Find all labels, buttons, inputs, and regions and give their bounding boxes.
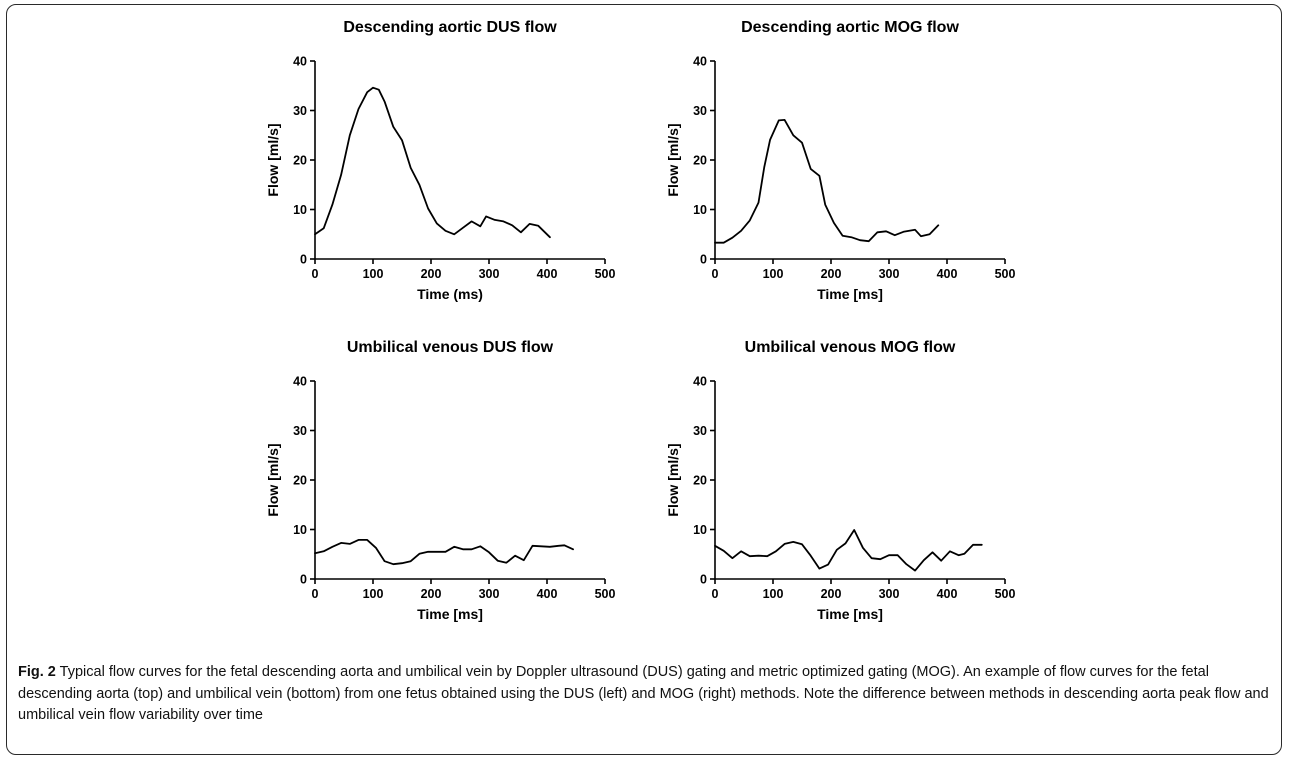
umbilical-mog-xtick-label: 100 [763,587,784,601]
umbilical-mog-ytick-label: 10 [693,523,707,537]
umbilical-mog-ytick-label: 0 [700,573,707,587]
umbilical-mog-xtick-label: 0 [712,587,719,601]
caption-label: Fig. 2 [18,664,56,680]
figure-caption: Fig. 2 Typical flow curves for the fetal… [18,662,1270,727]
umbilical-dus-series-line [315,540,573,564]
umbilical-dus-ytick-label: 30 [293,424,307,438]
aortic-mog-ytick-label: 10 [693,203,707,217]
caption-text: Typical flow curves for the fetal descen… [18,664,1269,723]
aortic-mog-series-line [715,120,938,243]
umbilical-dus-ytick-label: 20 [293,474,307,488]
aortic-mog-ytick-label: 40 [693,55,707,69]
umbilical-dus-xtick-label: 200 [421,587,442,601]
chart-aortic-mog: Descending aortic MOG flow 0 10 20 30 40 0 100 2… [640,10,1040,310]
aortic-dus-title: Descending aortic DUS flow [343,19,557,36]
umbilical-mog-ytick-label: 40 [693,375,707,389]
umbilical-dus-xtick-label: 100 [363,587,384,601]
umbilical-dus-title: Umbilical venous DUS flow [347,339,554,356]
aortic-dus-xtick-label: 400 [537,267,558,281]
umbilical-mog-series-line [715,530,982,571]
chart-umbilical-dus: Umbilical venous DUS flow 0 10 20 30 40 0 100 20… [240,330,640,630]
umbilical-dus-ytick-label: 0 [300,573,307,587]
aortic-dus-series-line [315,88,550,238]
aortic-mog-xtick-label: 400 [937,267,958,281]
aortic-dus-ylabel: Flow [ml/s] [265,123,281,196]
umbilical-mog-xtick-label: 200 [821,587,842,601]
aortic-mog-xtick-label: 500 [995,267,1016,281]
aortic-mog-xtick-label: 0 [712,267,719,281]
umbilical-dus-xlabel: Time [ms] [417,606,483,622]
aortic-mog-title: Descending aortic MOG flow [741,19,959,36]
umbilical-dus-xtick-label: 400 [537,587,558,601]
umbilical-dus-ytick-label: 10 [293,523,307,537]
umbilical-mog-xtick-label: 400 [937,587,958,601]
aortic-mog-ylabel: Flow [ml/s] [665,123,681,196]
umbilical-mog-xtick-label: 300 [879,587,900,601]
umbilical-mog-ytick-label: 20 [693,474,707,488]
umbilical-mog-xlabel: Time [ms] [817,606,883,622]
umbilical-dus-xtick-label: 300 [479,587,500,601]
aortic-dus-xtick-label: 100 [363,267,384,281]
aortic-dus-ytick-label: 0 [300,253,307,267]
aortic-dus-xlabel: Time (ms) [417,286,483,302]
umbilical-dus-ytick-label: 40 [293,375,307,389]
aortic-mog-xtick-label: 100 [763,267,784,281]
umbilical-mog-ylabel: Flow [ml/s] [665,443,681,516]
aortic-dus-ytick-label: 30 [293,104,307,118]
aortic-mog-xtick-label: 200 [821,267,842,281]
aortic-mog-ytick-label: 0 [700,253,707,267]
umbilical-mog-ytick-label: 30 [693,424,707,438]
aortic-dus-xtick-label: 0 [312,267,319,281]
aortic-dus-xtick-label: 300 [479,267,500,281]
aortic-mog-xlabel: Time [ms] [817,286,883,302]
aortic-dus-xtick-label: 200 [421,267,442,281]
aortic-dus-ytick-label: 20 [293,154,307,168]
chart-aortic-dus: Descending aortic DUS flow 0 10 20 30 40 0 100 2… [240,10,640,310]
aortic-dus-ytick-label: 10 [293,203,307,217]
umbilical-mog-xtick-label: 500 [995,587,1016,601]
umbilical-dus-xtick-label: 0 [312,587,319,601]
aortic-dus-ytick-label: 40 [293,55,307,69]
aortic-mog-xtick-label: 300 [879,267,900,281]
aortic-mog-ytick-label: 20 [693,154,707,168]
umbilical-dus-ylabel: Flow [ml/s] [265,443,281,516]
umbilical-dus-xtick-label: 500 [595,587,616,601]
aortic-dus-xtick-label: 500 [595,267,616,281]
aortic-mog-ytick-label: 30 [693,104,707,118]
umbilical-mog-title: Umbilical venous MOG flow [745,339,956,356]
chart-umbilical-mog: Umbilical venous MOG flow 0 10 20 30 40 0 100 20… [640,330,1040,630]
